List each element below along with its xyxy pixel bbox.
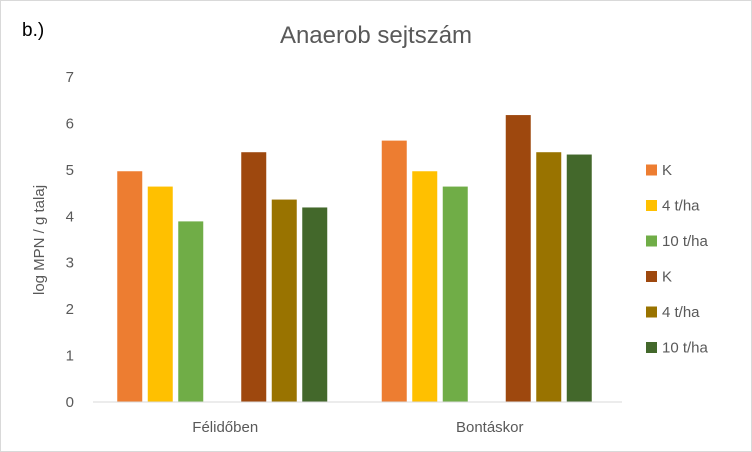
bar-1-1 <box>412 171 438 402</box>
legend-label: 10 t/ha <box>662 340 709 357</box>
y-tick-label: 2 <box>66 301 74 318</box>
y-tick-label: 6 <box>66 115 74 132</box>
legend-label: K <box>662 269 672 286</box>
legend-swatch <box>646 271 657 282</box>
x-tick-label: Félidőben <box>192 419 258 436</box>
y-tick-label: 3 <box>66 255 74 272</box>
bar-0-2 <box>178 221 204 402</box>
y-axis-title: log MPN / g talaj <box>31 185 48 295</box>
legend-label: 4 t/ha <box>662 198 700 215</box>
legend-label: 4 t/ha <box>662 304 700 321</box>
y-tick-label: 0 <box>66 394 74 411</box>
bar-0-3 <box>241 152 267 402</box>
bar-0-4 <box>271 199 297 402</box>
bar-0-1 <box>147 186 173 402</box>
legend-swatch <box>646 200 657 211</box>
y-tick-label: 4 <box>66 208 74 225</box>
legend-swatch <box>646 342 657 353</box>
bar-1-3 <box>505 115 531 403</box>
y-tick-label: 1 <box>66 348 74 365</box>
legend-label: K <box>662 162 672 179</box>
y-axis-ticks: 0 1 2 3 4 5 6 7 <box>66 69 74 411</box>
bars <box>117 115 592 403</box>
bar-1-2 <box>442 186 468 402</box>
x-tick-label: Bontáskor <box>456 419 524 436</box>
y-tick-label: 7 <box>66 69 74 86</box>
legend-swatch <box>646 235 657 247</box>
bar-0-0 <box>117 171 143 402</box>
bar-1-0 <box>381 140 407 402</box>
legend-swatch <box>646 164 657 176</box>
x-axis-ticks: Félidőben Bontáskor <box>192 419 523 436</box>
bar-0-5 <box>302 207 328 402</box>
bar-1-5 <box>566 154 592 402</box>
panel-label: b.) <box>22 20 45 41</box>
legend-label: 10 t/ha <box>662 233 709 250</box>
bar-1-4 <box>536 152 562 402</box>
chart-title: Anaerob sejtszám <box>279 22 473 49</box>
legend-swatch <box>646 306 657 318</box>
y-tick-label: 5 <box>66 162 74 179</box>
legend: K 4 t/ha 10 t/ha K 4 t/ha 10 t/ha <box>646 162 709 357</box>
